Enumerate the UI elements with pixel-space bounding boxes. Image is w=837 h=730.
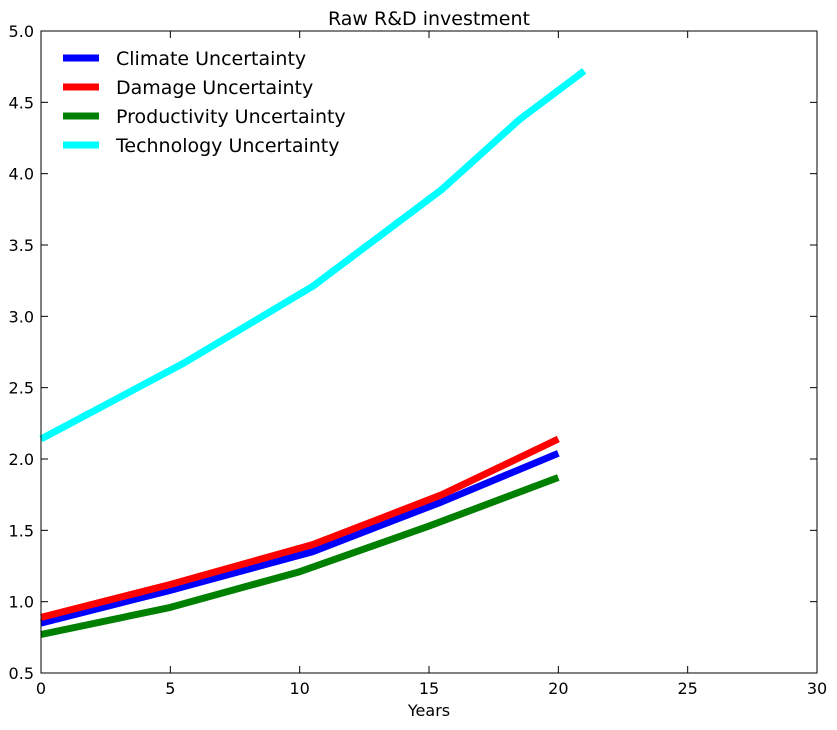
series-line-climate-uncertainty xyxy=(40,450,560,627)
y-tick-label: 4.5 xyxy=(9,93,34,112)
x-axis-label: Years xyxy=(407,701,450,720)
y-tick-label: 2.0 xyxy=(9,450,34,469)
x-tick-label: 20 xyxy=(548,679,568,698)
plot-area xyxy=(41,31,817,673)
x-tick-label: 5 xyxy=(165,679,175,698)
legend-label-technology-uncertainty: Technology Uncertainty xyxy=(115,135,339,157)
x-axis: 0 5 10 15 20 25 30 xyxy=(36,31,827,698)
legend-label-damage-uncertainty: Damage Uncertainty xyxy=(116,77,313,99)
y-tick-label: 1.5 xyxy=(9,521,34,540)
legend-label-productivity-uncertainty: Productivity Uncertainty xyxy=(116,106,346,128)
series-line-technology-uncertainty xyxy=(39,68,587,443)
y-tick-label: 1.0 xyxy=(9,593,34,612)
y-tick-label: 3.5 xyxy=(9,236,34,255)
y-tick-label: 3.0 xyxy=(9,307,34,326)
x-tick-label: 10 xyxy=(289,679,309,698)
x-tick-label: 25 xyxy=(677,679,697,698)
legend-label-climate-uncertainty: Climate Uncertainty xyxy=(116,48,306,70)
x-tick-label: 30 xyxy=(807,679,827,698)
legend: Climate Uncertainty Damage Uncertainty Pro… xyxy=(63,48,346,157)
y-tick-label: 5.0 xyxy=(9,22,34,41)
series-line-productivity-uncertainty xyxy=(40,474,560,638)
y-tick-label: 0.5 xyxy=(9,664,34,683)
series-layer xyxy=(39,68,587,638)
chart-title: Raw R&D investment xyxy=(328,8,530,30)
y-tick-label: 2.5 xyxy=(9,379,34,398)
series-line-damage-uncertainty xyxy=(40,435,560,621)
y-tick-label: 4.0 xyxy=(9,165,34,184)
y-axis: 0.5 1.0 1.5 2.0 2.5 3.0 3.5 4.0 4.5 5.0 xyxy=(9,22,817,683)
x-tick-label: 15 xyxy=(419,679,439,698)
x-tick-label: 0 xyxy=(36,679,46,698)
